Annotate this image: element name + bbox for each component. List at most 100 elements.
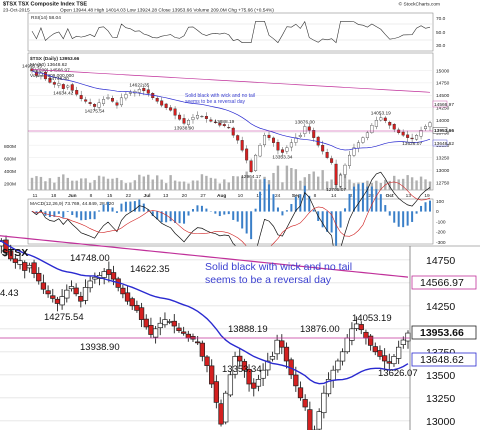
- volume-bar: [187, 183, 189, 190]
- ma200-value-tag: 14566.97: [434, 102, 454, 108]
- candle-body: [147, 90, 150, 94]
- macd-histogram-bar: [398, 211, 400, 226]
- zoomed-candle-body: [209, 366, 214, 384]
- zoomed-candle-body: [22, 263, 27, 271]
- volume-bar: [214, 179, 216, 190]
- volume-bar: [129, 183, 131, 190]
- price-label: 13876.00: [295, 119, 315, 125]
- month-tick: 8: [314, 193, 317, 199]
- zoomed-candle-body: [298, 388, 303, 398]
- candle-body: [178, 115, 181, 119]
- zoomed-price-label: 14622.35: [130, 264, 170, 275]
- macd-histogram-bar: [89, 211, 91, 219]
- zoomed-candle-body: [205, 357, 210, 366]
- zoomed-candle-body: [354, 324, 359, 329]
- zoomed-candle-body: [279, 341, 284, 347]
- candle-body: [232, 128, 235, 135]
- zoomed-candle-body: [74, 288, 79, 294]
- volume-bar: [89, 183, 91, 190]
- candle-body: [299, 135, 302, 137]
- price-label: 13938.90: [174, 125, 194, 131]
- candle-body: [58, 83, 61, 85]
- macd-histogram-bar: [116, 211, 118, 213]
- macd-histogram-bar: [205, 209, 207, 212]
- macd-histogram-bar: [67, 211, 69, 212]
- ma200-tag: 14566.97: [420, 277, 464, 289]
- macd-histogram-bar: [183, 211, 185, 223]
- candle-body: [357, 143, 360, 148]
- zoomed-candle-body: [46, 291, 51, 294]
- zoomed-candle-body: [350, 329, 355, 341]
- candle-body: [268, 135, 271, 138]
- close-tag: 13953.66: [420, 327, 464, 339]
- candle-body: [303, 126, 306, 133]
- candle-body: [388, 122, 391, 125]
- macd-axis-tick: -100: [436, 219, 446, 225]
- price-label: 13888.19: [214, 119, 234, 125]
- month-tick: Jun: [68, 193, 77, 199]
- volume-bar: [237, 176, 239, 190]
- zoomed-candle-body: [153, 329, 158, 337]
- month-tick: 22: [126, 193, 132, 199]
- macd-histogram-bar: [380, 194, 382, 211]
- volume-bar: [93, 180, 95, 190]
- price-axis-tick: 14500: [436, 93, 450, 99]
- macd-histogram-bar: [259, 192, 261, 212]
- candle-body: [321, 145, 324, 151]
- month-tick: 10: [238, 193, 244, 199]
- rsi-tick: 30.0: [436, 43, 446, 49]
- zoomed-candle-body: [27, 265, 32, 268]
- zoomed-price-axis-tick: 13000: [426, 416, 455, 428]
- zoomed-candle-body: [256, 379, 261, 386]
- candle-body: [120, 98, 123, 105]
- chart-date: 23-Oct-2015: [3, 8, 30, 14]
- price-axis-tick: 13250: [436, 155, 450, 161]
- macd-histogram-bar: [80, 211, 82, 220]
- macd-histogram-bar: [58, 211, 60, 214]
- candle-body: [71, 85, 74, 91]
- macd-histogram-bar: [94, 211, 96, 219]
- macd-histogram-bar: [214, 211, 216, 213]
- candle-body: [312, 130, 315, 137]
- zoomed-candle-body: [368, 336, 373, 345]
- candle-body: [201, 116, 204, 117]
- volume-bar: [424, 179, 426, 190]
- macd-histogram-bar: [196, 205, 198, 211]
- zoomed-candle-body: [83, 287, 88, 300]
- zoomed-candle-body: [336, 361, 341, 370]
- candle-body: [397, 130, 400, 133]
- macd-histogram-bar: [384, 205, 386, 212]
- rsi-legend: RSI(14) 58.04: [31, 15, 61, 21]
- zoomed-candle-body: [36, 273, 41, 281]
- zoomed-price-label: 14053.19: [352, 313, 392, 324]
- macd-histogram-bar: [103, 204, 105, 211]
- candle-body: [210, 120, 213, 121]
- price-label: 14053.19: [371, 111, 391, 117]
- macd-histogram-bar: [353, 187, 355, 212]
- zoomed-candle-body: [135, 305, 140, 310]
- volume-bar: [299, 181, 301, 190]
- volume-bar: [415, 180, 417, 190]
- candle-body: [366, 133, 369, 138]
- zoomed-candle-body: [41, 283, 46, 289]
- candle-body: [53, 82, 56, 84]
- zoomed-price-label: 4.43: [0, 288, 19, 299]
- overview-chart: $TSX TSX Composite Index TSE 23-Oct-2015…: [3, 1, 454, 281]
- candle-body: [44, 72, 47, 79]
- month-tick: Oct: [386, 193, 394, 199]
- volume-bar: [259, 179, 261, 190]
- macd-legend: MACD(12,26,9) 73.769, 44.849, 28.920: [30, 201, 114, 207]
- volume-bar: [281, 182, 283, 190]
- volume-bar: [201, 174, 203, 190]
- macd-histogram-bar: [425, 202, 427, 211]
- macd-histogram-bar: [111, 207, 113, 211]
- zoomed-candle-body: [32, 263, 37, 274]
- candle-body: [160, 101, 163, 106]
- ma50-tag: 13648.62: [420, 354, 464, 366]
- zoomed-candle-body: [130, 299, 135, 306]
- volume-bar: [290, 168, 292, 190]
- volume-bar: [348, 180, 350, 190]
- candle-body: [84, 100, 87, 102]
- macd-histogram-bar: [416, 211, 418, 213]
- price-label: 14995.33: [22, 64, 42, 70]
